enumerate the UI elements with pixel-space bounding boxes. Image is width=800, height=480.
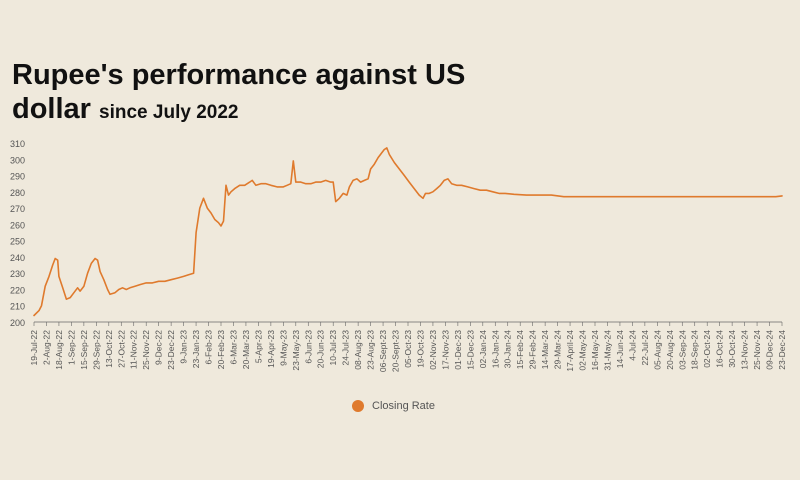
x-tick-label: 17-April-24 <box>565 330 575 372</box>
x-tick-label: 20-Aug-24 <box>665 330 675 370</box>
title-line-2: dollar <box>12 93 91 125</box>
x-tick-label: 02-Jan-24 <box>478 330 488 369</box>
x-tick-label: 20-Jun-23 <box>316 330 326 369</box>
title-line-1: Rupee's performance against US <box>12 59 466 91</box>
x-tick-label: 13-Nov-24 <box>740 330 750 370</box>
x-tick-label: 29-Feb-24 <box>528 330 538 369</box>
series-group <box>33 147 783 317</box>
x-tick-label: 6-Mar-23 <box>228 330 238 365</box>
y-tick-label: 240 <box>10 253 25 263</box>
y-tick-label: 220 <box>10 285 25 295</box>
x-tick-label: 6-Jun-23 <box>303 330 313 364</box>
x-tick-label: 02-Oct-24 <box>702 330 712 368</box>
x-tick-label: 02-May-24 <box>578 330 588 371</box>
x-tick-label: 03-Sep-24 <box>677 330 687 370</box>
x-tick-label: 30-Oct-24 <box>727 330 737 368</box>
x-tick-label: 23-Jan-23 <box>191 330 201 369</box>
legend: Closing Rate <box>352 400 435 412</box>
x-tick-label: 16-Jan-24 <box>490 330 500 369</box>
x-axis: 19-Jul-22 2-Aug-22 18-Aug-22 1-Sep-22 15-Sep… <box>29 321 787 372</box>
x-tick-label: 9-Dec-22 <box>154 330 164 365</box>
x-tick-label: 02-Nov-23 <box>428 330 438 370</box>
x-tick-label: 23-Aug-23 <box>366 330 376 370</box>
x-tick-label: 27-Oct-22 <box>116 330 126 368</box>
y-tick-label: 210 <box>10 302 25 312</box>
x-tick-label: 15-Dec-23 <box>465 330 475 370</box>
x-tick-label: 16-Oct-24 <box>715 330 725 368</box>
x-tick-label: 10-Jul-23 <box>328 330 338 366</box>
x-tick-label: 23-May-23 <box>291 330 301 371</box>
y-tick-label: 310 <box>10 139 25 149</box>
x-tick-label: 08-Aug-23 <box>353 330 363 370</box>
series-line-closing-rate <box>33 147 783 317</box>
legend-label: Closing Rate <box>372 400 435 412</box>
x-tick-label: 06-Sept-23 <box>378 330 388 372</box>
x-tick-label: 20-Sept-23 <box>391 330 401 372</box>
y-tick-label: 260 <box>10 220 25 230</box>
x-tick-label: 17-Nov-23 <box>440 330 450 370</box>
x-tick-label: 20-Mar-23 <box>241 330 251 369</box>
x-tick-label: 14-Jun-24 <box>615 330 625 369</box>
x-tick-label: 4-Jul-24 <box>627 330 637 361</box>
x-tick-label: 11-Nov-22 <box>129 330 139 369</box>
x-tick-label: 1-Sep-22 <box>66 330 76 365</box>
x-tick-label: 25-Nov-22 <box>141 330 151 370</box>
y-tick-label: 270 <box>10 204 25 214</box>
x-tick-label: 14-Mar-24 <box>540 330 550 369</box>
x-tick-label: 2-Aug-22 <box>41 330 51 365</box>
y-tick-label: 200 <box>10 318 25 328</box>
x-tick-label: 9-Jan-23 <box>179 330 189 364</box>
x-tick-label: 24-Jul-23 <box>341 330 351 366</box>
x-tick-label: 05-Aug-24 <box>652 330 662 370</box>
y-tick-label: 230 <box>10 269 25 279</box>
x-tick-label: 22-Jul-24 <box>640 330 650 366</box>
x-tick-label: 09-Dec-24 <box>765 330 775 370</box>
chart-subtitle: since July 2022 <box>99 102 239 123</box>
y-tick-label: 280 <box>10 188 25 198</box>
legend-marker <box>352 400 364 412</box>
x-tick-label: 01-Dec-23 <box>453 330 463 370</box>
x-tick-label: 6-Feb-23 <box>204 330 214 365</box>
x-tick-label: 19-Apr-23 <box>266 330 276 368</box>
x-tick-label: 15-Feb-24 <box>515 330 525 369</box>
x-tick-label: 13-Oct-22 <box>104 330 114 368</box>
x-tick-label: 9-May-23 <box>278 330 288 366</box>
x-tick-label: 05-Oct-23 <box>403 330 413 368</box>
x-tick-label: 20-Feb-23 <box>216 330 226 369</box>
x-tick-label: 18-Aug-22 <box>54 330 64 370</box>
y-tick-label: 290 <box>10 172 25 182</box>
y-tick-label: 250 <box>10 237 25 247</box>
y-axis: 200 210 220 230 240 250 260 270 280 290 300 310 <box>10 139 25 328</box>
x-tick-label: 16-May-24 <box>590 330 600 371</box>
chart-title: Rupee's performance against US dollar si… <box>12 58 532 130</box>
x-tick-label: 23-Dec-22 <box>166 330 176 370</box>
x-tick-label: 23-Dec-24 <box>777 330 787 370</box>
x-tick-label: 19-Oct-23 <box>415 330 425 368</box>
x-tick-label: 5-Apr-23 <box>253 330 263 363</box>
x-tick-label: 31-May-24 <box>602 330 612 371</box>
x-tick-label: 29-Mar-24 <box>553 330 563 369</box>
x-tick-label: 25-Nov-24 <box>752 330 762 370</box>
x-tick-label: 30-Jan-24 <box>503 330 513 369</box>
x-tick-label: 29-Sep-22 <box>91 330 101 370</box>
y-tick-label: 300 <box>10 155 25 165</box>
x-tick-label: 15-Sep-22 <box>79 330 89 370</box>
x-tick-label: 18-Sep-24 <box>690 330 700 370</box>
x-tick-label: 19-Jul-22 <box>29 330 39 366</box>
